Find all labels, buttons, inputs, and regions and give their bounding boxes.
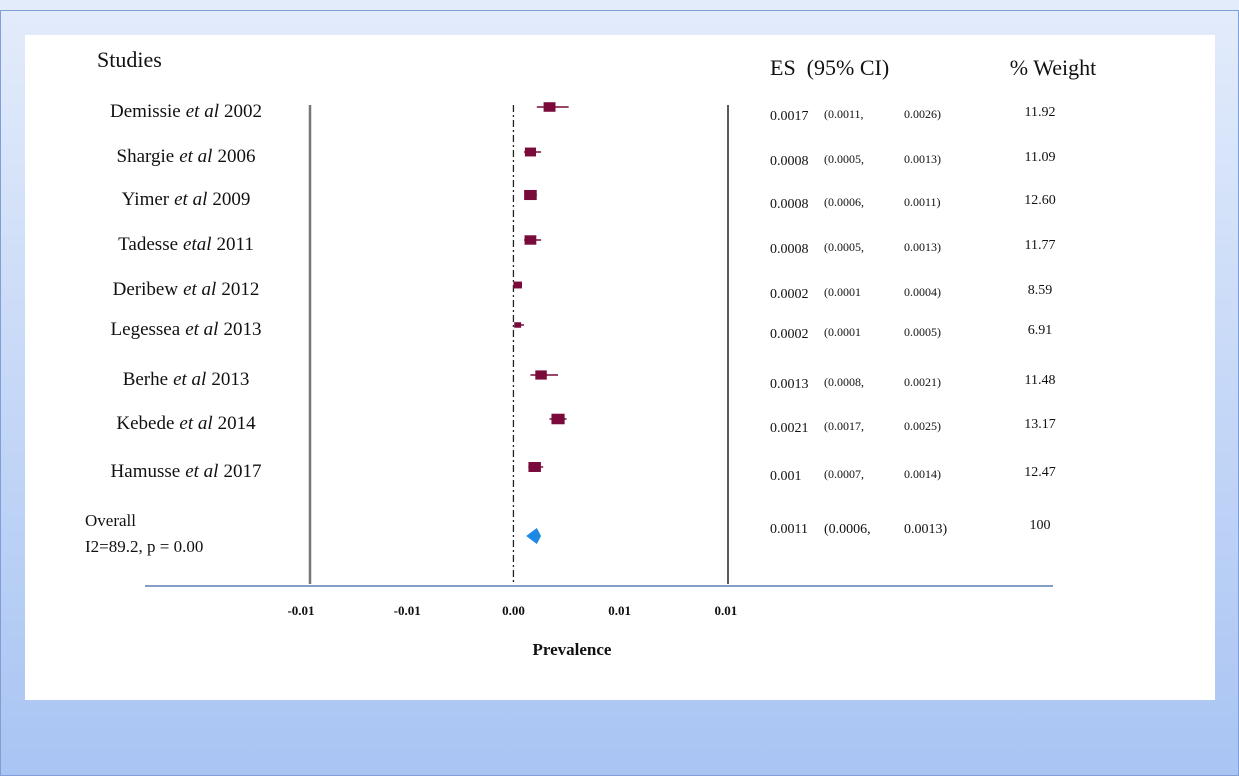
study-year: 2017 [223, 461, 261, 482]
study-year: 2013 [223, 319, 261, 340]
x-tick-label: 0.01 [608, 603, 631, 618]
study-label: Yimer et al 2009 [122, 189, 251, 210]
study-etal: et al [179, 146, 212, 167]
ci-high-label: 0.0014) [904, 467, 941, 481]
study-label: Deribew et al 2012 [113, 279, 260, 300]
study-label: Berhe et al 2013 [123, 369, 250, 390]
ci-high-label: 0.0011) [904, 195, 941, 209]
ci-low-label: (0.0005, [824, 152, 864, 166]
ci-low-label: (0.0001 [824, 325, 861, 339]
x-tick-label: 0.01 [715, 603, 738, 618]
study-box [524, 147, 536, 157]
study-box [524, 189, 537, 201]
es-value: 0.0002 [770, 327, 809, 342]
studies-header: Studies [97, 47, 162, 72]
study-box [514, 322, 522, 328]
es-value: 0.0017 [770, 109, 809, 124]
study-etal: et al [185, 319, 218, 340]
ci-low-label: (0.0011, [824, 107, 864, 121]
weight-header: % Weight [1010, 55, 1096, 80]
study-label: Legessea et al 2013 [111, 319, 262, 340]
es-value: 0.0008 [770, 197, 809, 212]
weight-label: 12.60 [1024, 193, 1056, 208]
ci-high-label: 0.0013) [904, 152, 941, 166]
ci-high-label: 0.0013) [904, 240, 941, 254]
x-tick-label: -0.01 [394, 603, 421, 618]
ci-low-label: (0.0007, [824, 467, 864, 481]
study-year: 2014 [218, 413, 257, 434]
ci-low-label: (0.0008, [824, 375, 864, 389]
es-header: ES (95% CI) [770, 55, 889, 80]
study-box [551, 413, 565, 425]
study-year: 2002 [224, 101, 262, 122]
ci-low-label: (0.0001 [824, 285, 861, 299]
study-etal: et al [173, 369, 206, 390]
study-year: 2013 [211, 369, 249, 390]
study-etal: et al [174, 189, 207, 210]
study-author: Yimer [122, 189, 170, 210]
weight-label: 13.17 [1024, 417, 1056, 432]
es-value: 0.0002 [770, 287, 809, 302]
study-etal: et al [179, 413, 212, 434]
ci-low-label: (0.0006, [824, 195, 864, 209]
study-author: Hamusse [111, 461, 181, 482]
ci-low-label: (0.0005, [824, 240, 864, 254]
study-year: 2011 [217, 234, 254, 255]
study-year: 2006 [217, 146, 255, 167]
overall-diamond [526, 528, 542, 544]
study-label: Hamusse et al 2017 [111, 461, 262, 482]
study-label: Kebede et al 2014 [116, 413, 256, 434]
weight-label: 8.59 [1028, 283, 1053, 298]
study-box [524, 235, 537, 245]
study-author: Demissie [110, 101, 181, 122]
study-author: Shargie [117, 146, 175, 167]
overall-ci-high: 0.0013) [904, 522, 948, 537]
es-value: 0.0021 [770, 421, 809, 436]
overall-es: 0.0011 [770, 522, 808, 537]
study-box [535, 370, 547, 380]
overall-ci-low: (0.0006, [824, 522, 871, 537]
study-author: Legessea [111, 319, 181, 340]
es-value: 0.001 [770, 469, 802, 484]
es-value: 0.0008 [770, 242, 809, 257]
x-tick-label: 0.00 [502, 603, 525, 618]
study-year: 2012 [221, 279, 259, 300]
study-label: Tadesse etal 2011 [118, 234, 254, 255]
ci-high-label: 0.0004) [904, 285, 941, 299]
weight-label: 11.77 [1025, 238, 1056, 253]
x-tick-label: -0.01 [287, 603, 314, 618]
study-label: Demissie et al 2002 [110, 101, 262, 122]
study-etal: et al [183, 279, 216, 300]
weight-label: 6.91 [1028, 323, 1053, 338]
study-label: Shargie et al 2006 [117, 146, 256, 167]
weight-label: 11.09 [1025, 150, 1056, 165]
study-etal: etal [183, 234, 212, 255]
study-etal: et al [185, 461, 218, 482]
overall-label: Overall [85, 511, 136, 530]
study-etal: et al [186, 101, 219, 122]
weight-label: 12.47 [1024, 465, 1056, 480]
ci-low-label: (0.0017, [824, 419, 864, 433]
study-author: Kebede [116, 413, 174, 434]
study-author: Tadesse [118, 234, 178, 255]
ci-high-label: 0.0025) [904, 419, 941, 433]
ci-high-label: 0.0026) [904, 107, 941, 121]
ci-high-label: 0.0021) [904, 375, 941, 389]
es-value: 0.0008 [770, 154, 809, 169]
study-author: Deribew [113, 279, 179, 300]
weight-label: 11.48 [1025, 373, 1056, 388]
study-year: 2009 [212, 189, 250, 210]
weight-label: 11.92 [1025, 105, 1056, 120]
heterogeneity: I2=89.2, p = 0.00 [85, 537, 203, 556]
ci-high-label: 0.0005) [904, 325, 941, 339]
study-box [513, 281, 522, 289]
study-box [528, 462, 541, 472]
panel [25, 35, 1215, 700]
study-author: Berhe [123, 369, 168, 390]
overall-weight: 100 [1030, 518, 1051, 533]
x-axis-label: Prevalence [533, 640, 612, 659]
study-box [543, 102, 556, 112]
es-value: 0.0013 [770, 377, 809, 392]
